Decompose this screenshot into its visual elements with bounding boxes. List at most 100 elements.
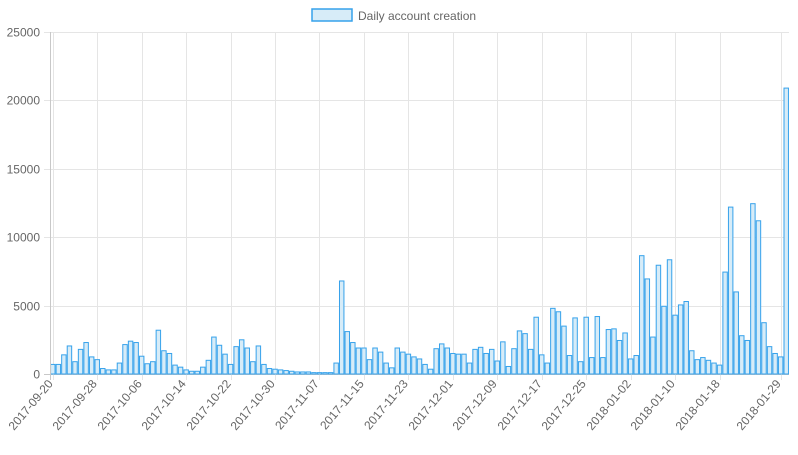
x-tick-label: 2017-10-22 xyxy=(184,377,234,433)
bar xyxy=(622,332,628,375)
bar xyxy=(294,371,300,375)
bar xyxy=(322,372,328,375)
bar xyxy=(455,353,462,375)
bar xyxy=(288,370,295,375)
x-tick-label: 2017-09-28 xyxy=(50,377,100,433)
bar xyxy=(366,359,373,375)
bar xyxy=(555,311,562,375)
legend[interactable]: Daily account creation xyxy=(311,8,476,23)
bar xyxy=(122,344,128,375)
bar xyxy=(172,364,178,375)
bar xyxy=(155,329,162,375)
bar xyxy=(522,333,528,375)
bar xyxy=(539,354,545,375)
bar xyxy=(633,355,639,375)
bar xyxy=(383,362,389,375)
y-tick-label: 20000 xyxy=(7,94,41,108)
bar xyxy=(583,316,589,375)
bar xyxy=(500,341,506,375)
bar xyxy=(777,356,784,375)
bar xyxy=(94,359,100,375)
bar xyxy=(350,342,356,375)
bar xyxy=(100,368,106,375)
bar xyxy=(222,353,228,375)
bar xyxy=(594,316,601,375)
bar xyxy=(739,335,745,375)
bar xyxy=(277,369,284,375)
bar xyxy=(450,352,456,375)
bar xyxy=(550,307,556,375)
x-tick-label: 2017-12-09 xyxy=(450,377,500,433)
bar xyxy=(72,361,78,375)
bar xyxy=(727,206,734,375)
bar xyxy=(516,330,523,375)
y-tick-label: 15000 xyxy=(7,163,41,177)
bar xyxy=(61,354,67,375)
y-tick-label: 0 xyxy=(33,368,40,382)
bar xyxy=(511,348,517,375)
y-tick-label: 25000 xyxy=(7,26,41,40)
x-tick-label: 2017-11-07 xyxy=(272,377,322,433)
bar xyxy=(394,347,400,375)
bar xyxy=(333,362,339,375)
bar xyxy=(183,369,189,375)
bar xyxy=(744,339,751,375)
bar xyxy=(766,346,773,375)
bar xyxy=(683,301,689,375)
bar xyxy=(261,363,267,375)
bar xyxy=(716,364,723,375)
bar xyxy=(355,347,362,375)
bar xyxy=(411,356,417,375)
bar xyxy=(144,363,150,375)
bar xyxy=(211,336,217,375)
bar xyxy=(77,348,84,375)
bar xyxy=(233,346,239,375)
bar xyxy=(83,342,89,375)
bar xyxy=(616,339,623,375)
bar xyxy=(427,368,434,375)
bar xyxy=(466,362,473,375)
bar xyxy=(705,359,712,375)
bar xyxy=(372,347,378,375)
bar xyxy=(150,361,156,375)
bar xyxy=(66,345,73,375)
legend-swatch[interactable] xyxy=(311,8,353,22)
bar xyxy=(400,351,406,375)
bar xyxy=(311,372,317,375)
bar xyxy=(327,372,334,375)
bar xyxy=(639,255,645,375)
x-tick-label: 2017-10-30 xyxy=(228,377,278,433)
x-tick-label: 2017-11-15 xyxy=(317,377,367,433)
bar xyxy=(205,359,212,375)
bar xyxy=(627,358,634,375)
bar xyxy=(783,87,789,375)
x-tick-label: 2018-01-02 xyxy=(584,377,634,433)
bar xyxy=(483,352,489,375)
bar xyxy=(416,358,423,375)
bar xyxy=(283,370,289,375)
bar xyxy=(527,348,534,375)
bar xyxy=(227,363,234,375)
legend-label[interactable]: Daily account creation xyxy=(358,9,476,23)
bar xyxy=(50,363,56,375)
bar xyxy=(577,361,584,375)
bar xyxy=(711,362,717,375)
bar xyxy=(194,370,200,375)
bar xyxy=(755,220,762,375)
x-tick-label: 2018-01-29 xyxy=(734,377,784,433)
bar xyxy=(477,346,484,375)
bar xyxy=(672,314,678,375)
bar xyxy=(433,348,439,375)
bar xyxy=(244,347,250,375)
bar xyxy=(377,351,384,375)
bar xyxy=(161,350,167,375)
bar xyxy=(772,352,778,375)
bar xyxy=(505,365,512,375)
bar xyxy=(700,357,706,375)
x-tick-label: 2017-09-20 xyxy=(6,377,56,433)
bar xyxy=(572,317,578,375)
bar xyxy=(422,363,428,375)
bar xyxy=(494,360,501,375)
